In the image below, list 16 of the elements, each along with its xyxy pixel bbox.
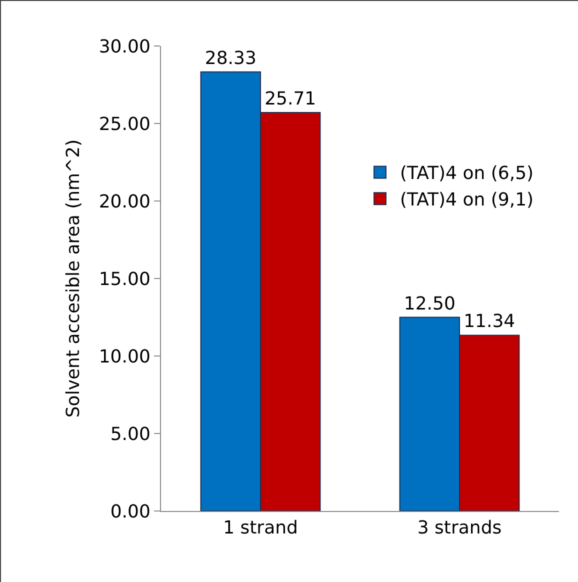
data-label: 12.50 <box>404 293 456 314</box>
data-label: 11.34 <box>464 311 516 332</box>
y-axis-title: Solvent accesible area (nm^2) <box>63 139 84 418</box>
x-tick-label: 3 strands <box>417 518 502 539</box>
y-tick-label: 10.00 <box>98 346 150 368</box>
y-tick-label: 15.00 <box>98 268 150 290</box>
data-label: 25.71 <box>264 88 316 110</box>
y-tick-label: 0.00 <box>110 501 150 522</box>
data-label: 28.33 <box>204 48 256 69</box>
y-tick-label: 30.00 <box>98 36 150 58</box>
x-tick-label: 1 strand <box>223 518 298 539</box>
y-tick-label: 25.00 <box>98 114 150 135</box>
y-tick-label: 20.00 <box>98 191 150 212</box>
legend-label: (TAT)4 on (6,5) <box>400 163 534 184</box>
y-tick-label: 5.00 <box>110 424 150 445</box>
legend-label: (TAT)4 on (9,1) <box>400 190 534 211</box>
